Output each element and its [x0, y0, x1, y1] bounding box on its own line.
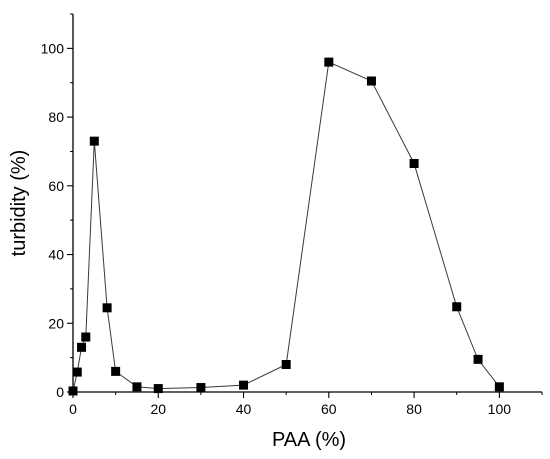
y-axis-ticks: 0 20 40 60 80 100 [41, 13, 73, 400]
data-point-marker [89, 136, 99, 146]
y-tick-label: 80 [48, 109, 64, 125]
y-tick-label: 40 [48, 247, 64, 263]
y-tick-label: 100 [41, 40, 65, 56]
plot-area: 0 20 40 60 80 100 0 20 40 60 80 100 [41, 13, 543, 417]
data-point-marker [239, 380, 249, 390]
data-point-marker [494, 382, 504, 392]
data-point-marker [196, 383, 206, 393]
y-tick-label: 0 [56, 384, 64, 400]
x-tick-label: 20 [150, 401, 166, 417]
y-tick-label: 20 [48, 315, 64, 331]
data-point-marker [153, 384, 163, 394]
data-point-marker [132, 382, 142, 392]
y-tick-label: 60 [48, 178, 64, 194]
data-point-marker [111, 366, 121, 376]
data-point-marker [324, 57, 334, 67]
data-point-marker [366, 76, 376, 86]
x-tick-label: 80 [406, 401, 422, 417]
x-tick-label: 40 [236, 401, 252, 417]
x-tick-label: 100 [488, 401, 512, 417]
data-point-marker [452, 302, 462, 312]
series-line [72, 61, 500, 392]
y-axis-title: turbidity (%) [8, 150, 30, 257]
data-point-marker [102, 303, 112, 313]
x-tick-label: 60 [321, 401, 337, 417]
x-axis-ticks: 0 20 40 60 80 100 [69, 392, 543, 417]
data-point-marker [68, 386, 78, 396]
data-point-marker [81, 332, 91, 342]
data-series [68, 57, 504, 396]
data-point-marker [77, 342, 87, 352]
data-point-marker [409, 158, 419, 168]
data-point-marker [473, 354, 483, 364]
x-tick-label: 0 [69, 401, 77, 417]
data-point-marker [281, 360, 291, 370]
data-point-marker [72, 367, 82, 377]
x-axis-title: PAA (%) [272, 429, 346, 451]
